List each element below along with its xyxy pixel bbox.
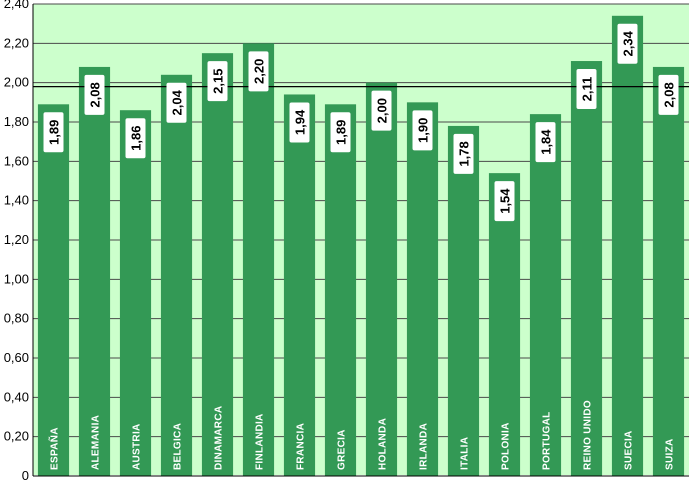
category-label: ESPAÑA — [48, 427, 61, 470]
bar — [119, 110, 152, 476]
category-label: HOLANDA — [378, 418, 389, 470]
bar — [324, 104, 357, 477]
value-label-box — [289, 102, 310, 143]
bar — [570, 61, 603, 477]
value-label-text: 1,89 — [47, 120, 62, 145]
category-label: PORTUGAL — [542, 411, 553, 470]
value-label: 2,08 — [658, 74, 679, 115]
value-label-box — [84, 74, 105, 115]
category-label: BELGICA — [173, 423, 184, 470]
value-label: 2,34 — [617, 23, 638, 64]
category-label: IRLANDA — [419, 423, 430, 470]
value-label-box — [617, 23, 638, 64]
bar — [160, 74, 193, 477]
y-tick-label: 0 — [22, 468, 29, 482]
category-label: FRANCIA — [296, 423, 307, 470]
value-label-box — [371, 90, 392, 131]
category-label: ITALIA — [460, 437, 471, 470]
value-label-text: 1,54 — [498, 188, 513, 214]
category-label: ALEMANIA — [91, 415, 102, 470]
value-label: 2,00 — [371, 90, 392, 131]
bar — [283, 94, 316, 476]
value-label-box — [412, 110, 433, 151]
value-label-box — [658, 74, 679, 115]
bar — [406, 102, 439, 476]
value-label-box — [535, 122, 556, 163]
y-tick-label: 0,40 — [4, 389, 29, 404]
value-label-text: 1,84 — [539, 129, 554, 155]
value-label-box — [43, 112, 64, 153]
value-label-text: 2,08 — [662, 82, 677, 107]
value-label: 1,89 — [43, 112, 64, 153]
y-tick-label: 2,20 — [4, 35, 29, 50]
value-label: 2,08 — [84, 74, 105, 115]
value-label: 2,11 — [576, 69, 597, 110]
bar — [447, 125, 480, 476]
value-label-text: 2,08 — [88, 82, 103, 107]
y-tick-label: 0,20 — [4, 429, 29, 444]
bar — [78, 66, 111, 476]
value-label-text: 2,34 — [621, 30, 636, 56]
value-label-text: 1,89 — [334, 120, 349, 145]
category-label: POLONIA — [501, 422, 512, 470]
value-label-box — [330, 112, 351, 153]
y-tick-label: 1,40 — [4, 193, 29, 208]
category-label: REINO UNIDO — [583, 400, 594, 470]
category-label: SUIZA — [665, 439, 676, 471]
value-label-box — [166, 82, 187, 123]
value-label-text: 2,00 — [375, 98, 390, 123]
value-label: 1,89 — [330, 112, 351, 153]
value-label-text: 1,86 — [129, 126, 144, 151]
value-label-text: 2,11 — [580, 77, 595, 102]
bar — [652, 66, 685, 476]
category-labels: ESPAÑA ALEMANIA AUSTRIA BELGICA DINAMARCA FIN… — [48, 400, 676, 470]
y-tick-label: 0,80 — [4, 311, 29, 326]
bar — [488, 173, 521, 476]
y-axis-ticks: 0 0,20 0,40 0,60 0,80 1,00 1,20 1,40 1,60 1,80 2,0… — [4, 0, 29, 482]
category-label: GRECIA — [337, 429, 348, 470]
value-label-box — [576, 69, 597, 110]
value-label-box — [207, 61, 228, 102]
value-label-text: 1,90 — [416, 118, 431, 143]
bar — [37, 104, 70, 477]
y-tick-label: 1,20 — [4, 232, 29, 247]
value-label-box — [494, 181, 515, 222]
category-label: AUSTRIA — [132, 423, 143, 470]
value-label: 1,90 — [412, 110, 433, 151]
y-tick-label: 2,40 — [4, 0, 29, 11]
y-tick-label: 1,80 — [4, 114, 29, 129]
value-label-box — [248, 51, 269, 92]
category-label: SUECIA — [624, 430, 635, 470]
y-tick-label: 0,60 — [4, 350, 29, 365]
value-label: 1,84 — [535, 122, 556, 163]
category-label: DINAMARCA — [214, 406, 225, 470]
value-label: 1,54 — [494, 181, 515, 222]
value-label: 2,15 — [207, 61, 228, 102]
value-label: 1,78 — [453, 133, 474, 174]
value-label: 2,20 — [248, 51, 269, 92]
value-label-box — [125, 118, 146, 159]
category-label: FINLANDIA — [255, 413, 266, 470]
bars — [37, 15, 685, 477]
bar — [529, 114, 562, 476]
value-label-text: 1,78 — [457, 141, 472, 166]
bar — [365, 82, 398, 477]
value-labels: 1,89 2,08 1,86 2,04 2,15 2,20 1,94 1,89 2,00 1,90… — [43, 23, 679, 222]
y-tick-label: 2,00 — [4, 75, 29, 90]
value-label-text: 2,20 — [252, 59, 267, 84]
bar — [611, 15, 644, 477]
value-label-box — [453, 133, 474, 174]
bar — [242, 43, 275, 476]
value-label: 2,04 — [166, 82, 187, 123]
value-label: 1,86 — [125, 118, 146, 159]
value-label-text: 1,94 — [293, 109, 308, 135]
bar — [201, 53, 234, 477]
value-label: 1,94 — [289, 102, 310, 143]
value-label-text: 2,15 — [211, 69, 226, 94]
y-tick-label: 1,00 — [4, 271, 29, 286]
value-label-text: 2,04 — [170, 89, 185, 115]
y-tick-label: 1,60 — [4, 153, 29, 168]
